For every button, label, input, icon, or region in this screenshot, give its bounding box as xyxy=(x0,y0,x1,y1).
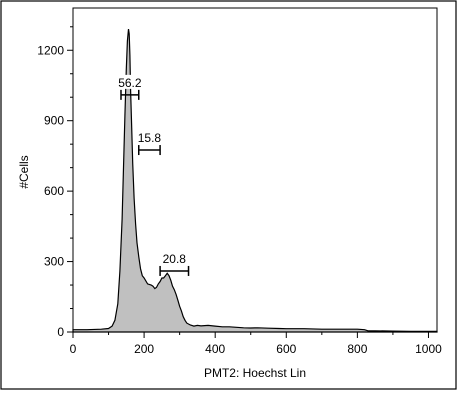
y-axis: 0 300 600 900 1200 xyxy=(37,26,73,339)
x-tick-label: 0 xyxy=(70,342,77,356)
y-tick-label: 1200 xyxy=(37,43,64,57)
gate-label-background xyxy=(114,74,145,89)
gate-label-background xyxy=(134,130,165,145)
y-tick-label: 600 xyxy=(44,184,64,198)
gate-label-background xyxy=(159,250,190,265)
x-axis-title: PMT2: Hoechst Lin xyxy=(204,366,306,380)
gate-label: 56.2 xyxy=(118,76,142,90)
gate-label: 20.8 xyxy=(163,252,187,266)
y-tick-label: 900 xyxy=(44,114,64,128)
gate-markers: 56.2 15.8 20.8 xyxy=(114,74,190,276)
y-tick-label: 300 xyxy=(44,255,64,269)
x-tick-label: 400 xyxy=(205,342,225,356)
x-axis: 0 200 400 600 800 1000 xyxy=(70,332,442,356)
y-tick-label: 0 xyxy=(57,325,64,339)
histogram-area xyxy=(72,29,438,333)
gate-label: 15.8 xyxy=(138,131,162,145)
y-axis-title: #Cells xyxy=(17,155,31,188)
x-tick-label: 1000 xyxy=(415,342,442,356)
x-tick-label: 600 xyxy=(276,342,296,356)
x-tick-label: 200 xyxy=(134,342,154,356)
x-tick-label: 800 xyxy=(347,342,367,356)
